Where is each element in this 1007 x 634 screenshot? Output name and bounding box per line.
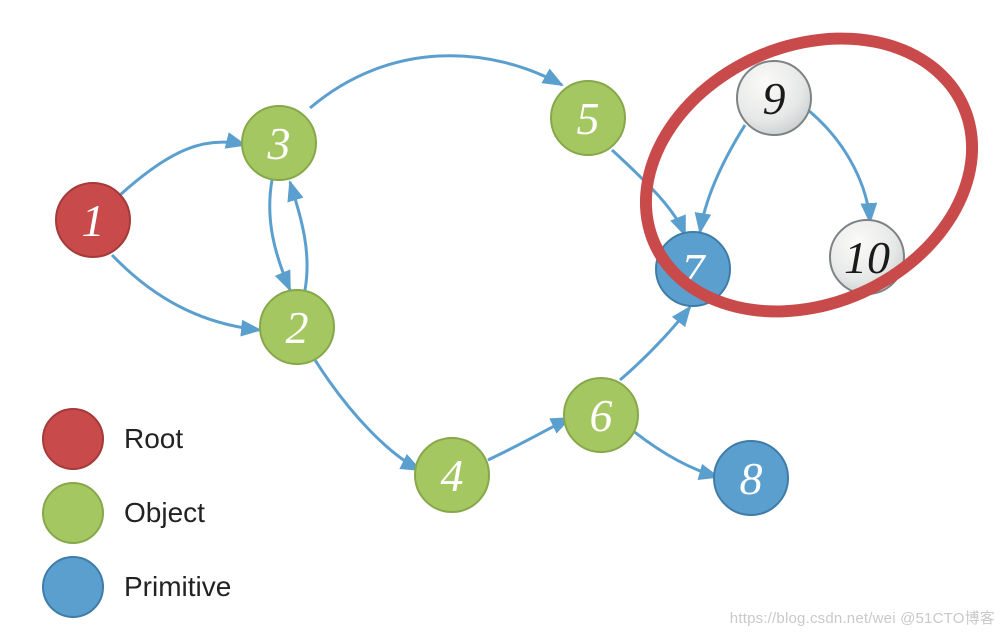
edge-n1-n3 [120,142,245,195]
edge-n1-n2 [112,255,260,330]
watermark: https://blog.csdn.net/wei @51CTO博客 [730,607,995,628]
node-label-3: 3 [268,117,291,170]
edge-n2-n4 [315,360,420,470]
node-label-1: 1 [82,194,105,247]
node-label-4: 4 [441,449,464,502]
edge-n6-n8 [632,430,718,477]
node-label-5: 5 [577,92,600,145]
edge-n3-n2 [270,180,290,290]
legend-item-primitive: Primitive [42,556,231,618]
highlight-ellipse [594,0,1007,370]
edge-n4-n6 [488,418,570,460]
edge-n2-n3 [290,182,307,290]
node-2: 2 [259,289,335,365]
legend-label-root: Root [124,423,183,455]
legend-label-object: Object [124,497,205,529]
edge-n6-n7 [620,307,690,380]
edge-n3-n5 [310,56,562,108]
legend-item-root: Root [42,408,183,470]
legend-dot-object [42,482,104,544]
node-5: 5 [550,80,626,156]
node-8: 8 [713,440,789,516]
node-label-8: 8 [740,452,763,505]
legend-dot-primitive [42,556,104,618]
node-4: 4 [414,437,490,513]
legend-label-primitive: Primitive [124,571,231,603]
legend-dot-root [42,408,104,470]
node-label-6: 6 [590,389,613,442]
node-3: 3 [241,105,317,181]
node-label-2: 2 [286,301,309,354]
legend-item-object: Object [42,482,205,544]
node-1: 1 [55,182,131,258]
node-6: 6 [563,377,639,453]
